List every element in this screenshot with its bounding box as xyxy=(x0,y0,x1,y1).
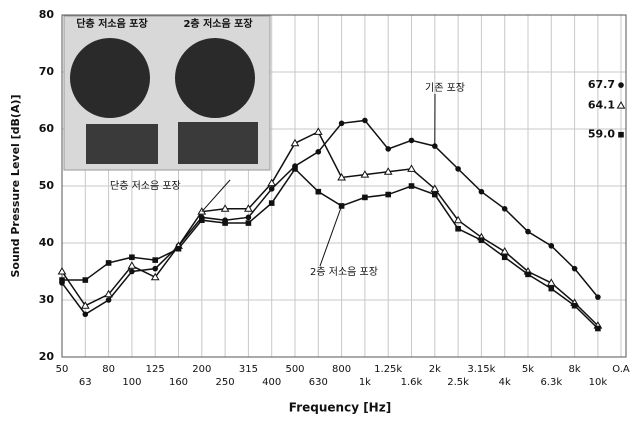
x-tick-label: 125 xyxy=(146,364,165,375)
y-tick-label: 50 xyxy=(39,179,55,192)
x-tick-label: 5k xyxy=(522,364,534,375)
point xyxy=(572,266,578,272)
point xyxy=(268,180,275,186)
point xyxy=(106,297,112,303)
point xyxy=(408,165,415,171)
point xyxy=(59,268,66,274)
annotation-arrow xyxy=(320,206,342,266)
point xyxy=(618,82,624,88)
point xyxy=(152,266,158,272)
x-tick-label: 400 xyxy=(262,377,281,388)
point xyxy=(479,189,485,195)
point xyxy=(409,138,415,144)
point xyxy=(618,102,625,108)
point xyxy=(362,118,368,124)
point xyxy=(339,121,345,127)
point xyxy=(292,166,298,172)
value-label: 67.7 xyxy=(588,78,615,91)
point xyxy=(572,303,578,309)
y-tick-label: 80 xyxy=(39,8,55,21)
point xyxy=(595,294,601,300)
point xyxy=(83,277,89,283)
x-axis-title: Frequency [Hz] xyxy=(289,401,391,415)
point xyxy=(502,206,508,212)
point xyxy=(432,192,438,198)
series-annotation: 단층 저소음 포장 xyxy=(110,180,181,192)
y-tick-label: 60 xyxy=(39,122,55,135)
y-tick-label: 70 xyxy=(39,65,55,78)
x-tick-label: 315 xyxy=(239,364,258,375)
y-tick-label: 30 xyxy=(39,293,55,306)
point xyxy=(246,220,252,226)
series-annotation: 기존 포장 xyxy=(425,82,465,94)
point xyxy=(106,260,112,266)
point xyxy=(269,200,275,206)
x-tick-label: 1k xyxy=(359,377,371,388)
x-tick-label: 2.5k xyxy=(447,377,469,388)
x-tick-label: 4k xyxy=(499,377,511,388)
point xyxy=(525,272,531,278)
x-tick-label: 100 xyxy=(122,377,141,388)
x-tick-label: 63 xyxy=(79,377,92,388)
y-axis-title: Sound Pressure Level [dB(A)] xyxy=(9,94,22,277)
x-tick-label: 10k xyxy=(589,377,608,388)
point xyxy=(502,254,508,260)
point xyxy=(129,269,135,275)
x-tick-label: 2k xyxy=(429,364,441,375)
chart: 단층 저소음 포장 2층 저소음 포장 Sound Pressure Level… xyxy=(0,0,640,418)
x-tick-label: 200 xyxy=(192,364,211,375)
point xyxy=(501,248,508,254)
point xyxy=(176,246,182,252)
point xyxy=(222,220,228,226)
inset-photo xyxy=(64,16,270,170)
point xyxy=(83,311,89,317)
point xyxy=(595,326,601,332)
point xyxy=(316,189,322,195)
point xyxy=(152,257,158,263)
x-tick-label: 3.15k xyxy=(467,364,495,375)
inset-label: 2층 저소음 포장 xyxy=(183,17,253,30)
x-tick-label: 80 xyxy=(102,364,115,375)
x-tick-label: 160 xyxy=(169,377,188,388)
point xyxy=(385,192,391,198)
y-tick-label: 20 xyxy=(39,350,55,363)
x-tick-label: 630 xyxy=(309,377,328,388)
point xyxy=(199,217,205,223)
point xyxy=(618,132,624,138)
x-tick-label: 250 xyxy=(216,377,235,388)
point xyxy=(479,237,485,243)
point xyxy=(316,149,322,155)
point xyxy=(246,215,252,221)
point xyxy=(549,243,555,249)
point xyxy=(409,183,415,189)
x-tick-label: 8k xyxy=(569,364,581,375)
point xyxy=(455,166,461,172)
x-tick-label: 800 xyxy=(332,364,351,375)
x-tick-label: 500 xyxy=(285,364,304,375)
x-tick-label: O.A xyxy=(612,364,630,375)
x-tick-label: 1.6k xyxy=(401,377,423,388)
series-annotation: 2층 저소음 포장 xyxy=(310,266,378,278)
y-tick-label: 40 xyxy=(39,236,55,249)
point xyxy=(455,226,461,232)
x-tick-label: 6.3k xyxy=(540,377,562,388)
value-label: 64.1 xyxy=(588,99,615,112)
point xyxy=(129,254,135,260)
series-line xyxy=(62,169,598,329)
point xyxy=(385,146,391,152)
point xyxy=(269,186,275,192)
point xyxy=(525,229,531,235)
point xyxy=(362,195,368,201)
point xyxy=(549,286,555,292)
x-tick-label: 1.25k xyxy=(374,364,402,375)
inset-label: 단층 저소음 포장 xyxy=(76,17,148,30)
point xyxy=(59,277,65,283)
point xyxy=(128,262,135,268)
x-tick-label: 50 xyxy=(56,364,69,375)
value-label: 59.0 xyxy=(588,128,615,141)
